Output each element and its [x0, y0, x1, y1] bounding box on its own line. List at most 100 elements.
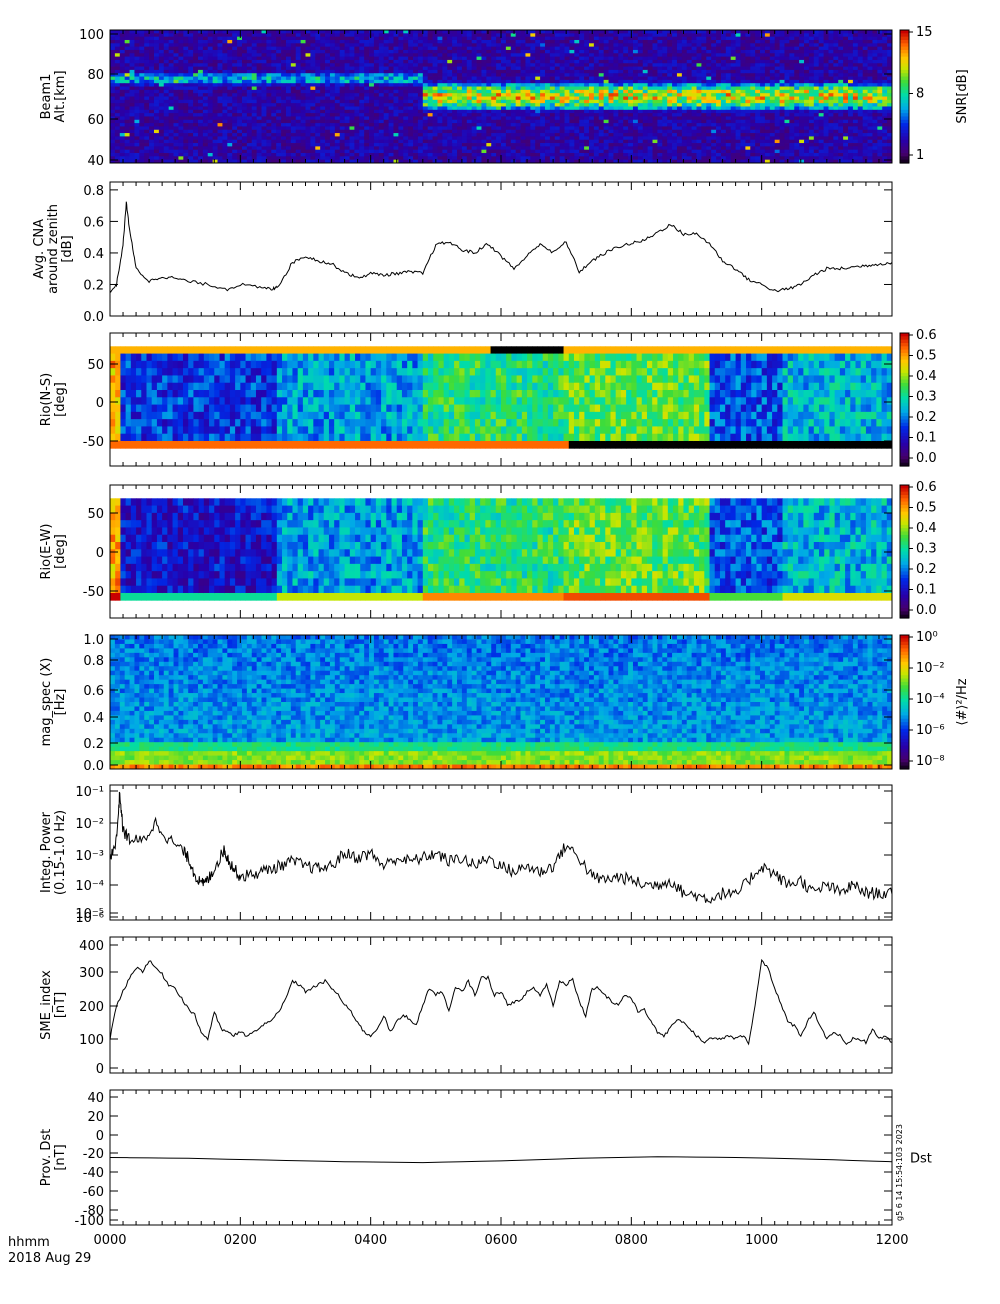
heatmap-cell [222, 33, 228, 38]
heatmap-cell [720, 103, 727, 107]
heatmap-cell [373, 123, 380, 127]
heatmap-cell [657, 129, 663, 134]
heatmap-cell [408, 103, 414, 107]
heatmap-cell [608, 96, 614, 101]
heatmap-cell [872, 103, 878, 107]
heatmap-cell [510, 43, 517, 48]
heatmap-cell [437, 63, 443, 67]
heatmap-cell [618, 79, 624, 84]
heatmap-cell [305, 76, 311, 81]
heatmap-cell [300, 109, 306, 114]
heatmap-cell [667, 83, 673, 87]
heatmap-cell [246, 129, 253, 134]
heatmap-cell [427, 129, 433, 134]
heatmap-cell [325, 93, 331, 97]
heatmap-cell [535, 69, 541, 74]
heatmap-cell [496, 43, 502, 48]
heatmap-cell [549, 129, 556, 134]
heatmap-cell [584, 129, 590, 134]
heatmap-cell [134, 76, 140, 81]
heatmap-cell [452, 109, 458, 114]
heatmap-cell [852, 83, 859, 87]
heatmap-cell [491, 79, 497, 84]
heatmap-cell [388, 56, 394, 61]
heatmap-cell [364, 83, 370, 87]
heatmap-cell [153, 49, 160, 54]
heatmap-cell [608, 116, 614, 121]
heatmap-cell [163, 53, 170, 57]
heatmap-cell [632, 56, 639, 61]
heatmap-cell [603, 89, 609, 94]
heatmap-cell [183, 106, 189, 111]
heatmap-cell [476, 93, 482, 97]
heatmap-cell [496, 109, 502, 114]
heatmap-cell [158, 66, 165, 71]
heatmap-cell [706, 73, 712, 77]
heatmap-cell [711, 53, 717, 57]
heatmap-cell [422, 66, 429, 71]
heatmap-cell [769, 126, 776, 131]
heatmap-cell [877, 119, 883, 124]
heatmap-cell [369, 99, 375, 104]
heatmap-cell [598, 89, 605, 94]
heatmap-cell [848, 119, 854, 124]
heatmap-cell [168, 116, 174, 121]
heatmap-cell [799, 96, 805, 101]
heatmap-cell [848, 53, 854, 57]
heatmap-cell [256, 103, 262, 107]
heatmap-cell [593, 93, 600, 97]
heatmap-cell [779, 63, 785, 67]
heatmap-cell [760, 69, 766, 74]
heatmap-cell [716, 49, 722, 54]
heatmap-cell [501, 73, 507, 77]
heatmap-cell [559, 36, 565, 41]
heatmap-cell [652, 49, 658, 54]
heatmap-cell [857, 33, 864, 38]
heatmap-cell [139, 46, 145, 51]
heatmap-cell [882, 59, 888, 64]
heatmap-cell [388, 83, 394, 87]
heatmap-cell [457, 99, 463, 104]
heatmap-cell [720, 39, 727, 44]
heatmap-cell [422, 83, 429, 87]
heatmap-cell [696, 126, 702, 131]
heatmap-cell [486, 93, 492, 97]
heatmap-cell [134, 30, 140, 34]
heatmap-cell [212, 106, 218, 111]
heatmap-cell [393, 63, 399, 67]
heatmap-cell [857, 69, 864, 74]
heatmap-cell [403, 56, 409, 61]
heatmap-cell [686, 93, 693, 97]
heatmap-cell [784, 30, 790, 34]
heatmap-cell [794, 103, 800, 107]
heatmap-cell [241, 33, 248, 38]
heatmap-cell [251, 96, 258, 101]
heatmap-cell [232, 129, 238, 134]
heatmap-cell [510, 93, 517, 97]
heatmap-cell [153, 93, 160, 97]
heatmap-cell [422, 76, 429, 81]
heatmap-cell [266, 53, 272, 57]
heatmap-cell [178, 79, 184, 84]
heatmap-cell [535, 86, 541, 91]
heatmap-cell [373, 59, 380, 64]
heatmap-cell [686, 43, 693, 48]
heatmap-cell [608, 113, 614, 117]
heatmap-cell [579, 69, 585, 74]
heatmap-cell [813, 89, 820, 94]
heatmap-cell [232, 119, 238, 124]
heatmap-cell [789, 116, 795, 121]
heatmap-cell [261, 59, 267, 64]
heatmap-cell [867, 109, 873, 114]
heatmap-cell [344, 30, 350, 34]
heatmap-cell [383, 59, 389, 64]
heatmap-cell [784, 126, 790, 131]
heatmap-cell [334, 39, 341, 44]
heatmap-cell [237, 113, 243, 117]
heatmap-cell [271, 116, 277, 121]
heatmap-cell [598, 66, 605, 71]
heatmap-cell [789, 79, 795, 84]
heatmap-cell [598, 126, 605, 131]
heatmap-cell [466, 63, 473, 67]
heatmap-cell [461, 99, 468, 104]
